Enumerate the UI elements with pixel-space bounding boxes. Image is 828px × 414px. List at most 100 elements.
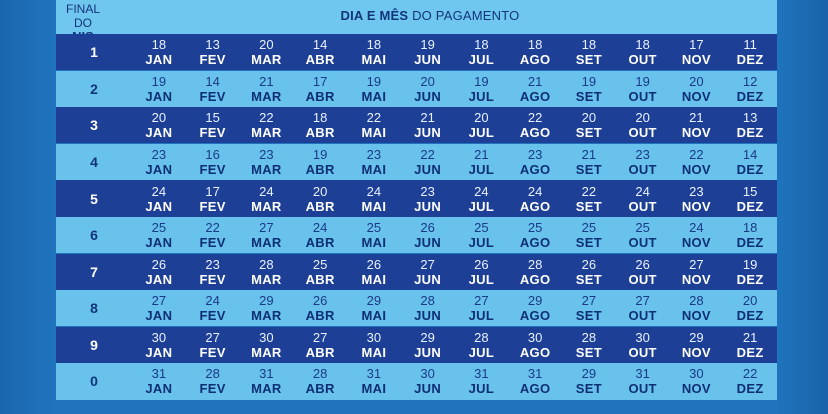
- payment-day: 30: [527, 329, 543, 345]
- table-row: 3 20 JAN 15 FEV 22 MAR 18 ABR 22 MAI 21 JUN 20 JUL 22 AG…: [56, 107, 777, 144]
- payment-month: JUL: [468, 381, 495, 397]
- payment-date-cell: 23 MAR: [240, 144, 294, 180]
- payment-day: 28: [474, 329, 489, 345]
- payment-date-cell: 30 MAI: [347, 327, 401, 363]
- payment-month: NOV: [681, 271, 711, 287]
- payment-day: 25: [527, 220, 543, 236]
- table-row: 1 18 JAN 13 FEV 20 MAR 14 ABR 18 MAI 19 JUN 18 JUL 18 AG…: [56, 34, 777, 71]
- payment-day: 13: [742, 110, 758, 126]
- payment-day: 11: [743, 37, 757, 53]
- payment-date-cell: 26 JUN: [401, 217, 455, 253]
- payment-day: 31: [366, 366, 382, 382]
- payment-day: 25: [366, 220, 382, 236]
- payment-day: 30: [420, 366, 435, 382]
- payment-day: 14: [742, 146, 758, 162]
- payment-month: JUN: [414, 271, 442, 287]
- payment-month: DEZ: [736, 344, 764, 360]
- payment-day: 24: [689, 220, 704, 236]
- payment-day: 13: [205, 37, 220, 53]
- payment-day: 26: [312, 293, 328, 309]
- payment-date-cell: 18 AGO: [508, 34, 562, 70]
- payment-month: AGO: [519, 308, 551, 324]
- payment-date-cell: 31 MAI: [347, 363, 401, 399]
- payment-month: FEV: [199, 198, 226, 214]
- payment-month: MAR: [251, 271, 282, 287]
- payment-date-cell: 18 JUL: [455, 34, 509, 70]
- payment-month: AGO: [519, 52, 551, 68]
- payment-month: FEV: [199, 52, 226, 68]
- payment-date-cell: 27 ABR: [293, 327, 347, 363]
- payment-month: ABR: [305, 88, 335, 104]
- payment-date-cell: 22 MAI: [347, 107, 401, 143]
- payment-month: JUN: [414, 381, 442, 397]
- payment-month: DEZ: [736, 88, 764, 104]
- payment-day: 28: [527, 256, 543, 272]
- payment-day: 25: [151, 220, 167, 236]
- payment-month: NOV: [681, 52, 711, 68]
- payment-month: JAN: [145, 308, 173, 324]
- payment-date-cell: 29 AGO: [508, 290, 562, 326]
- payment-date-cell: 30 JUN: [401, 363, 455, 399]
- payment-date-cell: 27 NOV: [670, 254, 724, 290]
- payment-date-cell: 25 AGO: [508, 217, 562, 253]
- payment-date-cell: 21 AGO: [508, 71, 562, 107]
- payment-month: OUT: [628, 308, 657, 324]
- payment-month: ABR: [305, 381, 335, 397]
- payment-month: MAI: [361, 52, 387, 68]
- payment-date-cell: 20 JAN: [132, 107, 186, 143]
- payment-date-cell: 18 ABR: [293, 107, 347, 143]
- payment-date-cell: 25 SET: [562, 217, 616, 253]
- payment-month: JAN: [145, 271, 173, 287]
- nis-digit: 1: [90, 44, 98, 61]
- payment-date-cell: 24 MAI: [347, 180, 401, 216]
- payment-month: JUN: [414, 161, 442, 177]
- payment-date-cell: 22 SET: [562, 180, 616, 216]
- payment-month: ABR: [305, 344, 335, 360]
- payment-date-cell: 20 OUT: [616, 107, 670, 143]
- payment-day: 20: [420, 73, 435, 89]
- payment-date-cell: 17 FEV: [186, 180, 240, 216]
- payment-date-cell: 20 MAR: [240, 34, 294, 70]
- payment-month: JUL: [468, 161, 495, 177]
- payment-day: 24: [151, 183, 167, 199]
- nis-digit: 8: [90, 300, 98, 317]
- payment-date-cell: 20 DEZ: [723, 290, 777, 326]
- payment-month: MAR: [251, 381, 282, 397]
- payment-month: ABR: [305, 235, 335, 251]
- payment-month: JUN: [414, 235, 442, 251]
- payment-month: AGO: [519, 198, 551, 214]
- payment-day: 31: [635, 366, 650, 382]
- payment-date-cell: 24 JUL: [455, 180, 509, 216]
- payment-day: 18: [742, 220, 758, 236]
- payment-day: 29: [259, 293, 274, 309]
- payment-day: 24: [474, 183, 489, 199]
- payment-month: FEV: [199, 161, 226, 177]
- payment-date-cell: 18 MAI: [347, 34, 401, 70]
- payment-day: 20: [635, 110, 650, 126]
- payment-month: MAI: [361, 271, 387, 287]
- payment-date-cell: 23 JUN: [401, 180, 455, 216]
- payment-date-cell: 23 AGO: [508, 144, 562, 180]
- payment-date-cell: 18 DEZ: [723, 217, 777, 253]
- payment-month: DEZ: [736, 125, 764, 141]
- payment-month: JAN: [145, 198, 173, 214]
- payment-date-cell: 20 JUN: [401, 71, 455, 107]
- payment-month: FEV: [199, 88, 226, 104]
- payment-month: NOV: [681, 125, 711, 141]
- payment-month: JAN: [145, 88, 173, 104]
- payment-date-cell: 31 JAN: [132, 363, 186, 399]
- payment-date-cell: 24 JAN: [132, 180, 186, 216]
- nis-digit: 3: [90, 117, 98, 134]
- payment-day: 28: [581, 329, 597, 345]
- payment-month: MAR: [251, 161, 282, 177]
- payment-month: MAR: [251, 88, 282, 104]
- payment-day: 18: [527, 37, 543, 53]
- payment-month: JUN: [414, 88, 442, 104]
- payment-date-cell: 21 JUN: [401, 107, 455, 143]
- payment-date-cell: 30 AGO: [508, 327, 562, 363]
- payment-day: 23: [635, 146, 650, 162]
- payment-month: DEZ: [736, 235, 764, 251]
- payment-month: SET: [575, 88, 602, 104]
- payment-day: 21: [742, 329, 758, 345]
- payment-date-cell: 25 JAN: [132, 217, 186, 253]
